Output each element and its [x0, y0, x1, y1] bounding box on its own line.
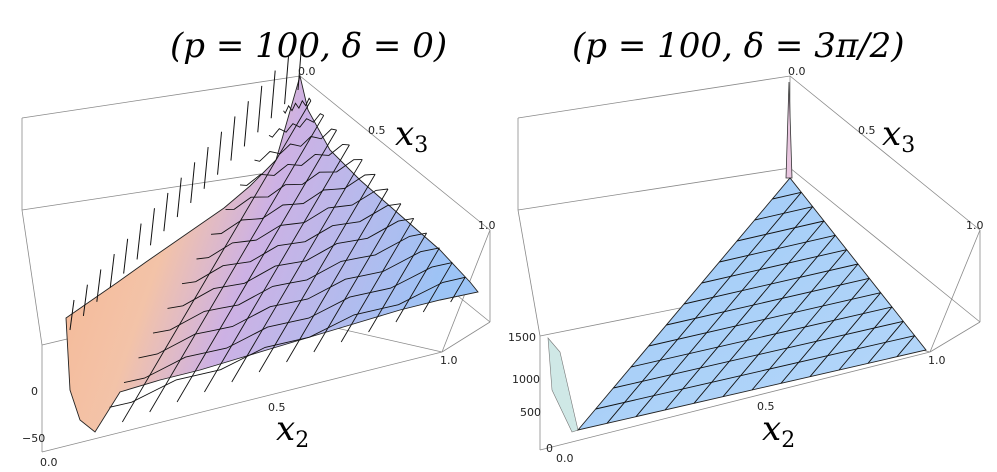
- mesh-line: [239, 143, 350, 186]
- panel-2-plot: 0.0 0.5 1.0 0.0 0.5 1.0 1500 1000 500 0 …: [508, 65, 984, 465]
- ridge-line: [297, 39, 303, 91]
- panel-1-mesh: [109, 97, 466, 423]
- panel-1-plot: 0.0 0.5 1.0 0.0 0.5 1.0 0 −50 x3 x2: [21, 39, 496, 469]
- mesh-line: [167, 217, 414, 309]
- panel-2-x2-tick-2: 1.0: [928, 354, 946, 367]
- mesh-line: [606, 192, 802, 424]
- mesh-line: [268, 113, 324, 138]
- panel-1-x3-label: x3: [395, 114, 428, 158]
- panel-2-x2-tick-0: 0.0: [556, 452, 574, 465]
- mesh-line: [286, 188, 389, 363]
- mesh-line: [204, 144, 350, 393]
- panel-2-z-tick-2: 500: [520, 406, 541, 419]
- ridge-line: [109, 254, 115, 288]
- ridge-line: [284, 55, 290, 105]
- mesh-line: [231, 159, 363, 383]
- mesh-line: [736, 220, 825, 242]
- ridge-line: [96, 269, 102, 302]
- panel-2-spike: [785, 81, 793, 179]
- panel-1-z-tick-0: 0: [31, 385, 38, 398]
- panel-2-z-tick-1: 1000: [512, 373, 540, 386]
- panel-2-mesh: [595, 191, 916, 424]
- ridge-line: [123, 238, 129, 274]
- ridge-line: [82, 284, 88, 316]
- panel-2-surface: [576, 177, 927, 431]
- mesh-line: [138, 247, 440, 359]
- mesh-line: [719, 234, 836, 263]
- panel-1-x2-tick-1: 0.5: [268, 401, 286, 414]
- mesh-line: [630, 306, 893, 368]
- mesh-line: [196, 188, 389, 260]
- mesh-line: [701, 249, 847, 284]
- ridge-line: [149, 208, 155, 246]
- mesh-line: [754, 206, 813, 221]
- mesh-line: [109, 276, 466, 408]
- panel-1-x2-tick-2: 1.0: [440, 354, 458, 367]
- mesh-line: [722, 249, 848, 397]
- mesh-line: [210, 173, 376, 235]
- mesh-line: [313, 203, 402, 353]
- mesh-line: [450, 277, 466, 303]
- panel-1-x3-tick-0: 0.0: [298, 65, 316, 78]
- mesh-line: [666, 277, 870, 326]
- mesh-line: [867, 321, 904, 364]
- mesh-line: [176, 129, 337, 403]
- mesh-line: [340, 218, 415, 343]
- mesh-line: [121, 100, 312, 423]
- mesh-line: [283, 97, 312, 114]
- panel-1-ridges: [69, 39, 303, 331]
- panel-2-z-tick-3: 0: [546, 442, 553, 455]
- panel-1-x3-tick-2: 1.0: [478, 219, 496, 232]
- ridge-line: [69, 299, 75, 331]
- ridge-line: [257, 85, 263, 133]
- mesh-line: [683, 263, 859, 305]
- mesh-line: [258, 174, 376, 373]
- panel-1-x3-tick-1: 0.5: [368, 124, 386, 137]
- panel-2-wall: [547, 337, 579, 433]
- mesh-line: [693, 235, 836, 404]
- mesh-line: [595, 335, 915, 410]
- panel-2-z-tick-0: 1500: [508, 331, 536, 344]
- mesh-line: [780, 278, 870, 384]
- panel-1-x2-tick-0: 0.0: [40, 456, 58, 469]
- ridge-line: [243, 101, 249, 147]
- ridge-line: [136, 223, 142, 260]
- mesh-line: [751, 263, 859, 391]
- panel-2-x2-tick-1: 0.5: [757, 400, 775, 413]
- mesh-line: [395, 247, 440, 323]
- panel-2-x2-label: x2: [762, 409, 795, 453]
- ridge-line: [270, 70, 276, 119]
- panel-2-x3-tick-1: 0.5: [858, 124, 876, 137]
- panel-1-title: (p = 100, δ = 0): [170, 26, 448, 66]
- mesh-line: [838, 306, 893, 371]
- mesh-line: [896, 335, 916, 357]
- ridge-line: [163, 192, 169, 232]
- panel-2-x3-tick-0: 0.0: [788, 65, 806, 78]
- mesh-line: [772, 191, 802, 200]
- ridge-line: [176, 177, 182, 218]
- panel-2-x3-label: x3: [882, 114, 915, 158]
- mesh-line: [809, 292, 882, 377]
- mesh-line: [254, 128, 337, 162]
- ridge-line: [203, 147, 209, 189]
- panel-1-z-tick-1: −50: [22, 432, 45, 445]
- panel-2-title: (p = 100, δ = 3π/2): [572, 26, 905, 66]
- mesh-line: [664, 220, 825, 411]
- panel-2-x3-tick-2: 1.0: [966, 219, 984, 232]
- mesh-line: [368, 232, 427, 333]
- ridge-line: [230, 116, 236, 161]
- mesh-line: [225, 159, 363, 211]
- mesh-line: [181, 203, 401, 285]
- ridge-line: [217, 131, 223, 175]
- panel-1-x2-label: x2: [276, 409, 309, 453]
- mesh-line: [422, 262, 453, 313]
- ridge-line: [190, 162, 196, 203]
